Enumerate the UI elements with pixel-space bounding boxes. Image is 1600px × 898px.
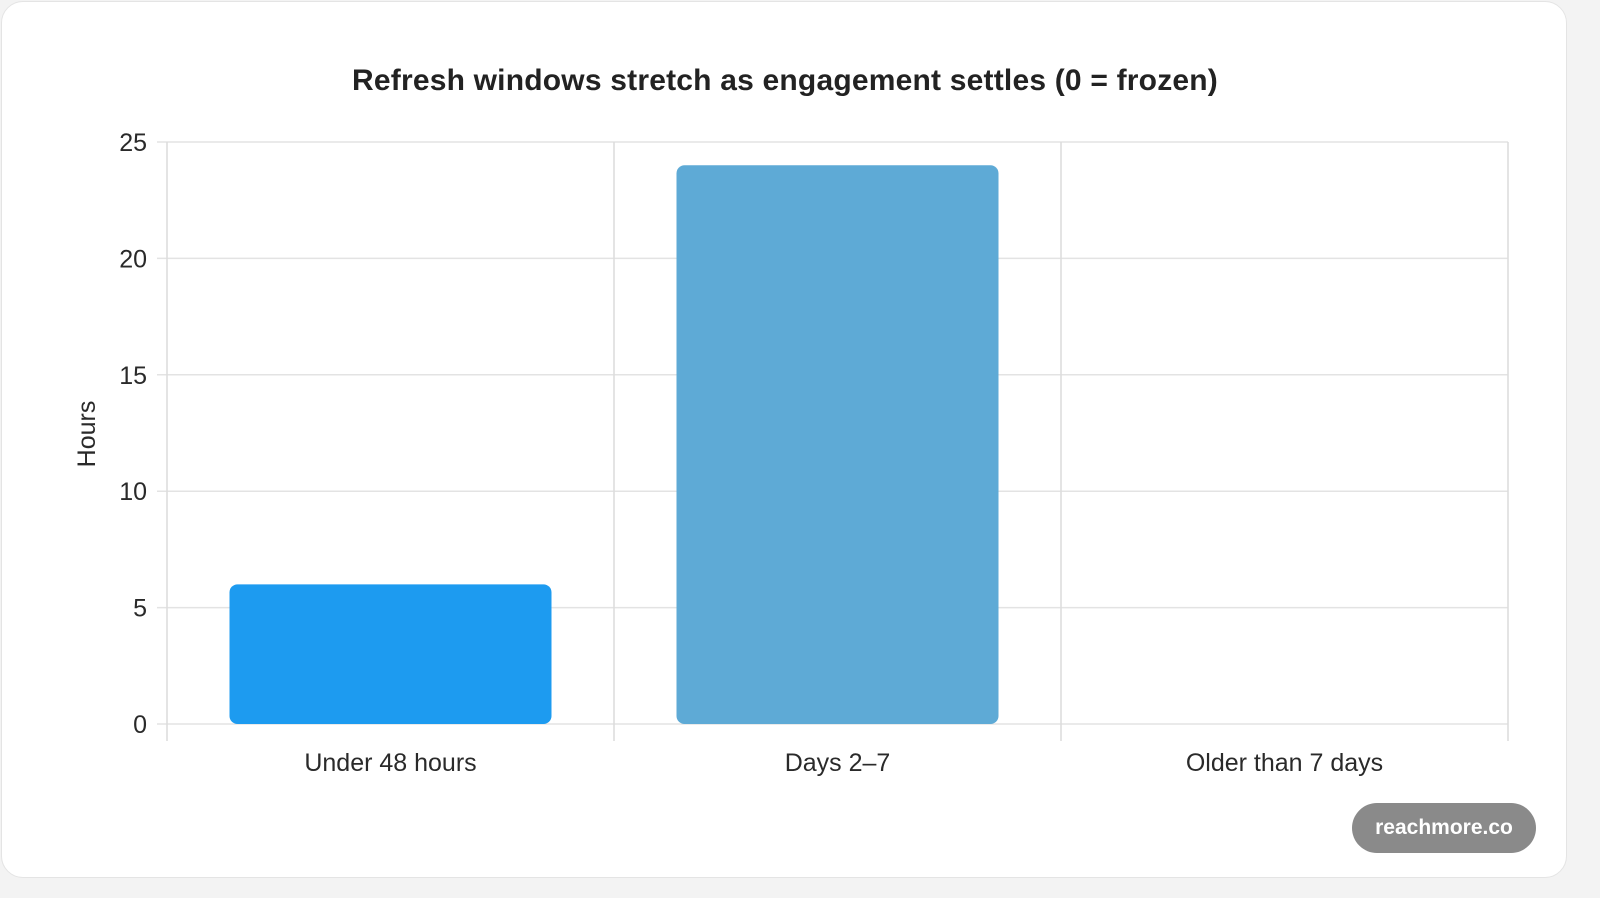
x-tick-labels: Under 48 hours Days 2–7 Older than 7 days bbox=[304, 749, 1383, 777]
bars bbox=[229, 165, 999, 724]
y-axis-title: Hours bbox=[73, 401, 101, 468]
x-tick-label: Older than 7 days bbox=[1186, 749, 1383, 777]
y-tick-label: 25 bbox=[119, 129, 147, 157]
watermark-badge: reachmore.co bbox=[1352, 803, 1536, 853]
bar bbox=[676, 165, 999, 724]
x-tick-label: Under 48 hours bbox=[304, 749, 476, 777]
chart-card: Refresh windows stretch as engagement se… bbox=[1, 1, 1567, 878]
y-tick-labels: 0 5 10 15 20 25 bbox=[119, 129, 147, 739]
chart-title: Refresh windows stretch as engagement se… bbox=[352, 64, 1218, 97]
y-tick-label: 10 bbox=[119, 478, 147, 506]
y-tick-label: 5 bbox=[133, 595, 147, 623]
x-tick-label: Days 2–7 bbox=[785, 749, 891, 777]
y-tick-label: 15 bbox=[119, 362, 147, 390]
bar-chart: 0 5 10 15 20 25 Under 48 hours Days 2–7 Older t… bbox=[73, 129, 1509, 777]
bar bbox=[229, 584, 552, 724]
y-tick-label: 0 bbox=[133, 711, 147, 739]
y-tick-label: 20 bbox=[119, 245, 147, 273]
